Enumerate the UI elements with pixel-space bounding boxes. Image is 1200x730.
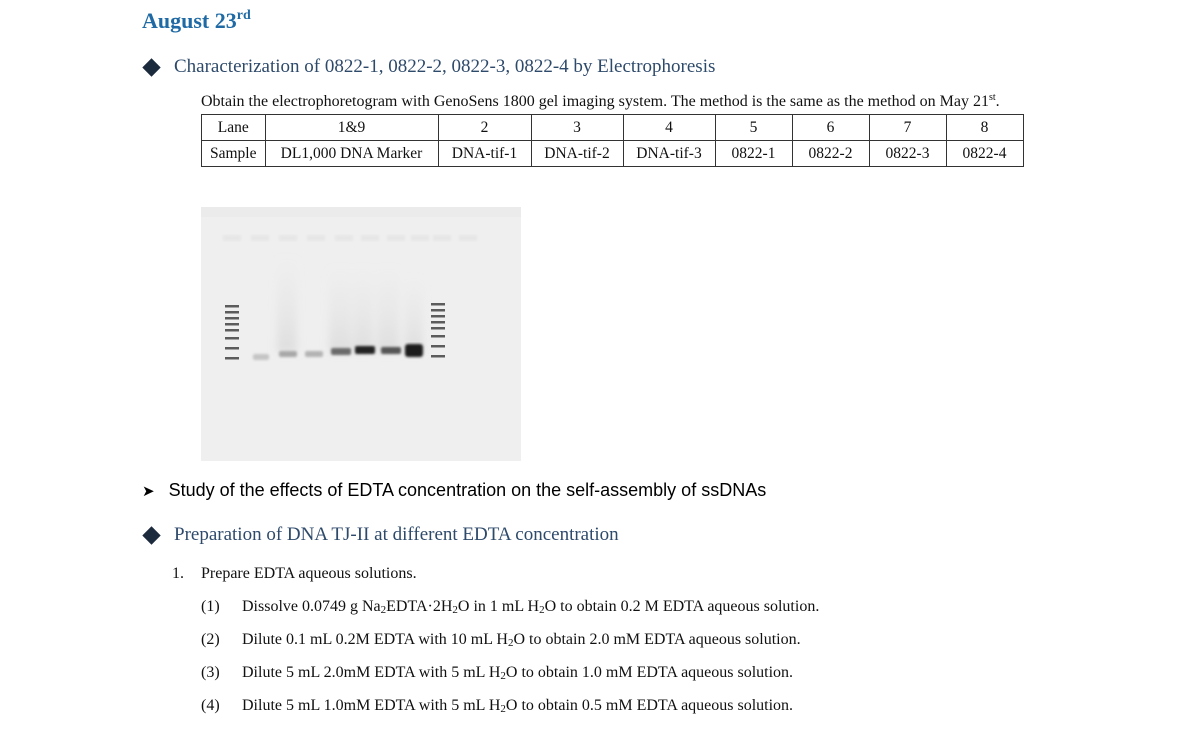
- item-text: Dissolve 0.0749 g Na: [242, 598, 381, 615]
- row-header-sample: Sample: [201, 140, 266, 167]
- lane-cell: 1&9: [264, 114, 439, 141]
- section-heading-text: Preparation of DNA TJ-II at different ED…: [174, 524, 619, 545]
- item-text: O to obtain 1.0 mM EDTA aqueous solution…: [505, 664, 794, 681]
- item-number: (2): [201, 631, 220, 648]
- table-row-sample: Sample DL1,000 DNA Marker DNA-tif-1 DNA-…: [201, 140, 1024, 167]
- diamond-bullet-icon: [142, 57, 161, 77]
- table-row-lane: Lane 1&9 2 3 4 5 6 7 8: [201, 114, 1024, 141]
- subscript: 2: [500, 670, 506, 682]
- item-text: O to obtain 0.5 mM EDTA aqueous solution…: [505, 697, 794, 714]
- date-suffix: rd: [236, 8, 251, 23]
- item-text: O to obtain 0.2 M EDTA aqueous solution.: [544, 598, 820, 615]
- list-item: (1) Dissolve 0.0749 g Na2EDTA·2H2O in 1 m…: [201, 598, 819, 616]
- list-item: (4) Dilute 5 mL 1.0mM EDTA with 5 mL H2O …: [201, 697, 793, 715]
- item-text: O in 1 mL H: [457, 598, 540, 615]
- section-heading-preparation: Preparation of DNA TJ-II at different ED…: [142, 524, 619, 546]
- subscript: 2: [507, 637, 514, 649]
- intro-end: .: [995, 93, 1000, 110]
- gel-wells: [223, 235, 477, 241]
- lane-cell: 2: [437, 114, 532, 141]
- sample-cell: 0822-3: [868, 140, 947, 167]
- item-number: (4): [201, 697, 220, 714]
- study-heading-text: Study of the effects of EDTA concentrati…: [168, 480, 767, 500]
- lane-cell: 8: [945, 114, 1024, 141]
- sample-cell: DNA-tif-2: [530, 140, 624, 167]
- item-number: (3): [201, 664, 220, 681]
- item-text: EDTA·2H: [386, 598, 453, 615]
- marker-ladder-right: [431, 303, 445, 358]
- intro-paragraph: Obtain the electrophoretogram with GenoS…: [201, 92, 1000, 111]
- sample-cell: DNA-tif-1: [437, 140, 532, 167]
- gel-smears: [277, 257, 423, 352]
- sample-cell: 0822-4: [945, 140, 1024, 167]
- sample-bands: [253, 344, 423, 360]
- lane-cell: 3: [530, 114, 624, 141]
- item-text: Dilute 5 mL 2.0mM EDTA with 5 mL H: [242, 664, 501, 681]
- intro-superscript: st: [989, 92, 996, 103]
- study-heading: ➤ Study of the effects of EDTA concentra…: [142, 480, 766, 501]
- sample-cell: 0822-2: [791, 140, 870, 167]
- item-number: (1): [201, 598, 220, 615]
- step-1: 1. Prepare EDTA aqueous solutions.: [172, 565, 417, 583]
- subscript: 2: [452, 604, 458, 616]
- step-text: Prepare EDTA aqueous solutions.: [201, 565, 417, 582]
- sample-cell: DNA-tif-3: [622, 140, 716, 167]
- lane-sample-table: Lane 1&9 2 3 4 5 6 7 8 Sample DL1,000 DN…: [201, 114, 1024, 167]
- subscript: 2: [500, 703, 506, 715]
- list-item: (3) Dilute 5 mL 2.0mM EDTA with 5 mL H2O …: [201, 664, 793, 682]
- item-text: Dilute 0.1 mL 0.2M EDTA with 10 mL H: [242, 631, 508, 648]
- date-heading: August 23rd: [142, 8, 251, 34]
- item-text: O to obtain 2.0 mM EDTA aqueous solution…: [513, 631, 801, 648]
- lane-cell: 5: [714, 114, 793, 141]
- date-text: August 23: [142, 8, 237, 33]
- section-heading-electrophoresis: Characterization of 0822-1, 0822-2, 0822…: [142, 56, 715, 78]
- item-text: Dilute 5 mL 1.0mM EDTA with 5 mL H: [242, 697, 501, 714]
- gel-image-svg: [201, 207, 521, 461]
- step-number: 1.: [172, 565, 184, 582]
- lane-cell: 4: [622, 114, 716, 141]
- subscript: 2: [380, 604, 387, 616]
- subscript: 2: [539, 604, 545, 616]
- lane-cell: 6: [791, 114, 870, 141]
- section-heading-text: Characterization of 0822-1, 0822-2, 0822…: [174, 56, 716, 77]
- intro-text: Obtain the electrophoretogram with GenoS…: [201, 93, 989, 110]
- gel-electrophoresis-image: [201, 207, 521, 461]
- row-header-lane: Lane: [201, 114, 266, 141]
- sample-cell: 0822-1: [714, 140, 793, 167]
- lane-cell: 7: [868, 114, 947, 141]
- marker-ladder-left: [225, 305, 239, 360]
- list-item: (2) Dilute 0.1 mL 0.2M EDTA with 10 mL H2…: [201, 631, 801, 649]
- diamond-bullet-icon: [142, 525, 161, 545]
- sample-cell: DL1,000 DNA Marker: [264, 140, 439, 167]
- arrow-bullet-icon: ➤: [142, 482, 155, 500]
